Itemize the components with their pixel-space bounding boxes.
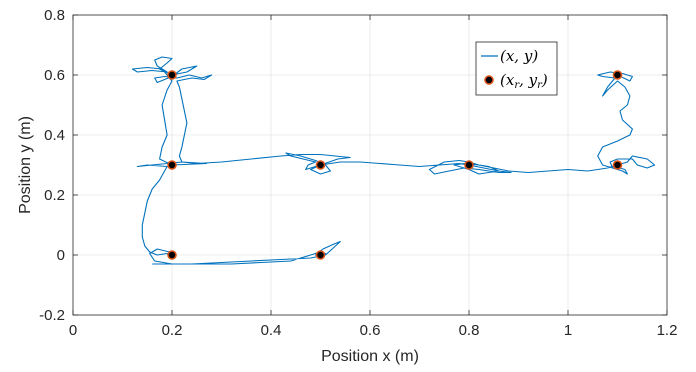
reference-point-marker	[464, 160, 474, 170]
legend-box	[475, 41, 558, 96]
y-tick-label: 0	[57, 247, 65, 264]
x-tick-label: 0.2	[162, 322, 183, 339]
y-tick-label: -0.2	[39, 307, 65, 324]
y-tick-label: 0.8	[44, 7, 65, 24]
reference-points	[167, 70, 623, 260]
tick-labels: 0 0.2 0.4 0.6 0.8 1 1.2-0.200.20.40.60.8	[39, 7, 677, 339]
x-tick-label: 0.4	[261, 322, 282, 339]
reference-point-marker	[167, 160, 177, 170]
x-tick-label: 0.6	[360, 322, 381, 339]
trajectory-line	[131, 56, 656, 265]
legend-entry-trajectory: (x, y)	[500, 47, 538, 65]
y-axis-label: Position y (m)	[17, 116, 34, 214]
x-tick-label: 0	[69, 322, 77, 339]
legend: (x, y) (xr, yr)	[475, 41, 558, 96]
legend-marker-swatch	[484, 75, 494, 85]
reference-point-marker	[612, 160, 623, 170]
x-tick-label: 1.2	[657, 322, 678, 339]
ticks	[72, 14, 668, 316]
x-tick-label: 0.8	[459, 322, 480, 339]
reference-point-marker	[167, 70, 177, 80]
y-tick-label: 0.2	[44, 187, 65, 204]
x-tick-label: 1	[564, 322, 572, 339]
legend-entry-reference: (xr, yr)	[500, 71, 548, 91]
reference-point-marker	[315, 160, 326, 170]
reference-point-marker	[167, 250, 177, 260]
trajectory-series	[131, 56, 656, 265]
reference-point-marker	[315, 250, 326, 260]
y-tick-label: 0.6	[44, 67, 65, 84]
x-axis-label: Position x (m)	[321, 348, 419, 365]
y-tick-label: 0.4	[44, 127, 65, 144]
reference-point-marker	[612, 70, 623, 80]
